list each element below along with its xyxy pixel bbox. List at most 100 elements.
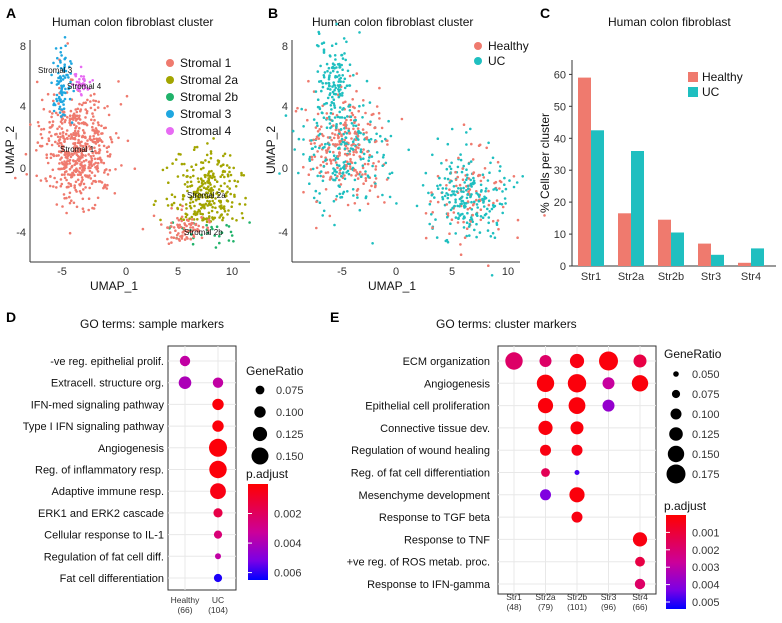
cell-point-uc <box>445 167 449 171</box>
cell-point-stromal-1 <box>176 216 179 220</box>
cell-point-healthy <box>362 148 365 151</box>
cell-point-healthy <box>386 143 389 146</box>
cell-point-uc <box>312 118 316 121</box>
cell-point-stromal-2a <box>210 186 213 190</box>
cell-point-uc <box>335 124 338 128</box>
cell-point-healthy <box>355 193 359 197</box>
cell-point-uc <box>498 169 502 173</box>
cell-point-stromal-1 <box>68 117 72 120</box>
cell-point-uc <box>337 95 341 99</box>
cell-point-healthy <box>338 178 341 182</box>
cell-point-stromal-1 <box>35 80 39 84</box>
y-tick-label: 8 <box>282 41 288 53</box>
size-legend-dot <box>673 371 679 377</box>
umap-cluster-cells <box>14 36 251 249</box>
cell-point-healthy <box>366 122 370 126</box>
cell-point-stromal-1 <box>36 141 40 144</box>
cell-point-stromal-1 <box>58 167 62 171</box>
cell-point-healthy <box>338 152 341 155</box>
cell-point-uc <box>314 145 317 149</box>
cell-point-stromal-2a <box>196 210 199 214</box>
cell-point-uc <box>332 199 336 203</box>
cell-point-stromal-1 <box>80 154 83 157</box>
cell-point-stromal-2a <box>196 177 200 180</box>
cell-point-uc <box>338 62 341 66</box>
cell-point-uc <box>333 63 336 67</box>
cell-point-uc <box>316 70 320 73</box>
cell-point-stromal-1 <box>92 207 96 210</box>
cell-point-healthy <box>372 162 375 165</box>
cell-point-stromal-1 <box>72 133 75 137</box>
cell-point-stromal-2a <box>206 199 209 203</box>
cell-point-healthy <box>350 144 353 147</box>
cell-point-stromal-1 <box>90 118 93 122</box>
cell-point-healthy <box>325 116 329 120</box>
cell-point-uc <box>465 131 468 134</box>
cell-point-uc <box>368 140 371 144</box>
cell-point-stromal-4 <box>76 87 79 90</box>
cell-point-stromal-3 <box>58 107 61 111</box>
x-axis-title: UMAP_1 <box>368 279 416 293</box>
cell-point-stromal-1 <box>69 155 73 159</box>
cell-point-uc <box>333 168 337 172</box>
cell-point-healthy <box>346 160 349 164</box>
cell-point-stromal-1 <box>207 218 211 222</box>
cell-point-stromal-1 <box>74 180 78 184</box>
cell-point-stromal-1 <box>61 205 64 208</box>
cell-point-stromal-1 <box>105 146 109 150</box>
cell-point-stromal-2a <box>189 206 193 210</box>
cell-point-stromal-1 <box>101 132 104 135</box>
cell-point-stromal-2a <box>218 216 221 219</box>
cell-point-healthy <box>375 105 379 108</box>
cell-point-healthy <box>494 180 498 184</box>
cell-point-stromal-2a <box>193 210 196 213</box>
go-dot <box>178 376 192 390</box>
cell-point-stromal-1 <box>94 99 98 103</box>
cell-point-stromal-3 <box>58 105 62 109</box>
cell-point-stromal-2a <box>207 181 210 185</box>
cell-point-stromal-2a <box>191 200 195 204</box>
cell-point-stromal-1 <box>75 125 78 128</box>
cell-point-stromal-1 <box>89 94 93 97</box>
cell-point-stromal-1 <box>82 188 85 191</box>
cell-point-uc <box>467 187 470 190</box>
cell-point-stromal-1 <box>88 135 92 138</box>
cell-point-uc <box>338 74 341 77</box>
cell-point-uc <box>348 84 351 87</box>
cell-point-stromal-1 <box>55 203 59 206</box>
cell-point-uc <box>333 88 336 92</box>
cell-point-stromal-1 <box>180 215 184 219</box>
cell-point-stromal-2a <box>204 181 207 185</box>
cell-point-uc <box>308 182 311 185</box>
cell-point-uc <box>331 172 335 175</box>
cell-point-stromal-1 <box>119 103 123 106</box>
cell-point-stromal-1 <box>68 159 71 163</box>
cell-point-stromal-1 <box>74 160 77 163</box>
go-dot <box>635 556 645 567</box>
cell-point-healthy <box>320 143 324 146</box>
cell-point-stromal-1 <box>91 125 94 129</box>
cell-point-uc <box>475 235 478 239</box>
cell-point-uc <box>451 206 454 210</box>
cell-point-uc <box>344 136 348 140</box>
umap-condition-title: Human colon fibroblast cluster <box>312 15 473 29</box>
cell-point-stromal-1 <box>167 226 170 229</box>
cell-point-healthy <box>349 157 352 161</box>
cell-point-uc <box>469 127 472 131</box>
cell-point-healthy <box>368 153 372 157</box>
cell-point-stromal-2a <box>205 217 209 220</box>
cell-point-healthy <box>462 220 465 224</box>
cell-point-stromal-2a <box>207 185 210 188</box>
cell-point-stromal-4 <box>82 77 86 81</box>
go-term-label: Cellular response to IL-1 <box>44 530 164 542</box>
cell-point-stromal-1 <box>90 159 94 162</box>
cell-point-healthy <box>306 118 309 122</box>
cell-point-uc <box>415 204 419 208</box>
cell-point-uc <box>349 147 353 150</box>
cell-point-healthy <box>467 190 470 193</box>
cell-point-stromal-1 <box>172 236 176 239</box>
cell-point-healthy <box>328 178 332 181</box>
cell-point-healthy <box>363 162 367 166</box>
cell-point-uc <box>328 92 332 95</box>
cell-point-uc <box>337 88 340 91</box>
